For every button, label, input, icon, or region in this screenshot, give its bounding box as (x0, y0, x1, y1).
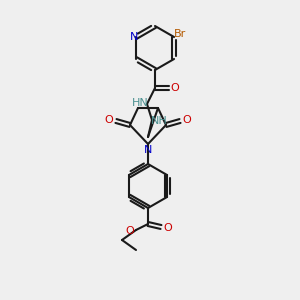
Text: HN: HN (132, 98, 148, 108)
Text: O: O (105, 115, 113, 125)
Text: Br: Br (174, 29, 186, 39)
Text: O: O (171, 83, 179, 93)
Text: N: N (130, 32, 138, 42)
Text: O: O (126, 226, 134, 236)
Text: N: N (144, 145, 152, 155)
Text: NH: NH (151, 116, 167, 126)
Text: O: O (164, 223, 172, 233)
Text: O: O (183, 115, 191, 125)
